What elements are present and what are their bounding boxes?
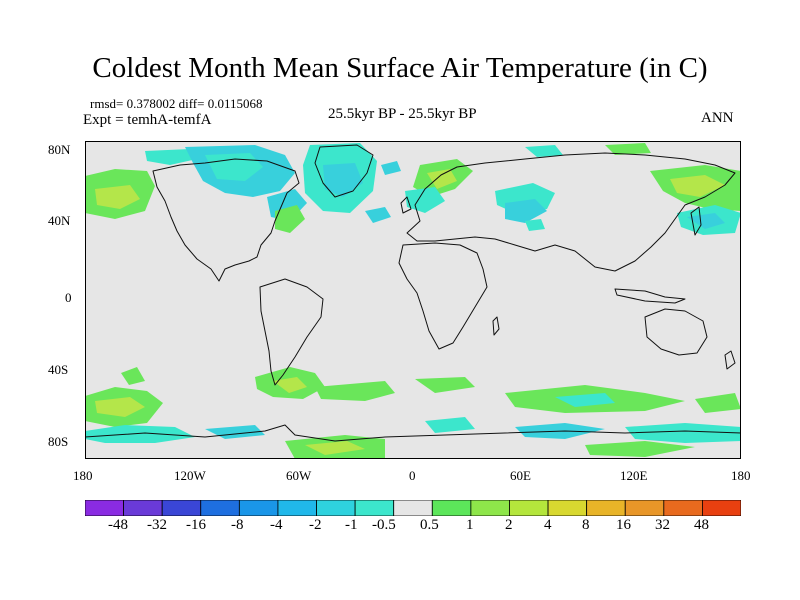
colorbar-swatch bbox=[663, 500, 703, 516]
patch-tasman bbox=[695, 393, 741, 413]
patch-iceland bbox=[381, 161, 401, 175]
lat-label-40s: 40S bbox=[48, 362, 69, 377]
patch-w-pacific-core bbox=[687, 213, 725, 229]
patch-drake-core bbox=[273, 377, 307, 393]
colorbar-label: -32 bbox=[147, 517, 167, 533]
colorbar-label: -1 bbox=[345, 517, 358, 533]
coast-south-america bbox=[259, 278, 324, 386]
lat-label-80n: 80N bbox=[48, 142, 71, 157]
patch-scandinavia-core bbox=[427, 169, 457, 189]
stats-line: rmsd= 0.378002 diff= 0.0115068 bbox=[90, 96, 263, 111]
colorbar-swatch bbox=[393, 500, 433, 516]
colorbar-label: -0.5 bbox=[372, 517, 396, 533]
patch-central-asia bbox=[505, 199, 547, 223]
colorbar-swatch bbox=[547, 500, 588, 516]
lon-label-60e: 60E bbox=[510, 468, 531, 483]
lon-label-120e: 120E bbox=[620, 468, 648, 483]
colorbar-swatch bbox=[161, 500, 202, 516]
season-label: ANN bbox=[701, 110, 734, 126]
patch-ant-4 bbox=[425, 417, 475, 433]
lon-label-0: 0 bbox=[409, 468, 416, 483]
anomaly-patches-north bbox=[85, 143, 741, 235]
patch-s-atlantic-2 bbox=[415, 377, 475, 393]
colorbar-swatch bbox=[123, 500, 163, 516]
coast-eurasia bbox=[406, 152, 736, 272]
colorbar-swatch bbox=[85, 500, 124, 516]
colorbar-label: 4 bbox=[544, 517, 552, 533]
map-frame bbox=[85, 141, 741, 459]
patch-ant-7 bbox=[585, 441, 695, 457]
coast-japan bbox=[690, 206, 702, 236]
colorbar-label: -4 bbox=[270, 517, 283, 533]
patch-s-pacific-core bbox=[95, 397, 145, 417]
coast-uk bbox=[400, 196, 412, 214]
colorbar-swatch bbox=[586, 500, 626, 516]
lon-label-180w: 180 bbox=[73, 468, 93, 483]
lat-label-0: 0 bbox=[65, 290, 72, 305]
patch-n-pacific-core bbox=[95, 185, 140, 209]
coast-north-america bbox=[152, 158, 300, 282]
coastlines bbox=[85, 144, 741, 442]
coast-antarctica bbox=[85, 424, 741, 442]
anomaly-patches-south bbox=[85, 367, 741, 459]
coast-africa bbox=[398, 242, 488, 350]
lat-label-40n: 40N bbox=[48, 213, 71, 228]
patch-siberia-n bbox=[525, 145, 563, 157]
patch-ant-3-core bbox=[305, 441, 365, 455]
patch-n-atlantic bbox=[365, 207, 391, 223]
patch-asia-small bbox=[525, 219, 545, 231]
lon-label-60w: 60W bbox=[286, 468, 312, 483]
coast-new-zealand bbox=[724, 350, 736, 370]
colorbar-swatch bbox=[509, 500, 549, 516]
lat-label-80s: 80S bbox=[48, 434, 69, 449]
colorbar-label: -8 bbox=[231, 517, 244, 533]
patch-siberia-ne bbox=[605, 143, 651, 155]
period-label: 25.5kyr BP - 25.5kyr BP bbox=[328, 106, 477, 122]
patch-ant-1 bbox=[85, 425, 195, 443]
colorbar-swatch bbox=[277, 500, 317, 516]
colorbar-label: -2 bbox=[309, 517, 322, 533]
map-title: Coldest Month Mean Surface Air Temperatu… bbox=[92, 52, 708, 84]
colorbar-label: -16 bbox=[186, 517, 206, 533]
coast-australia bbox=[644, 308, 708, 356]
patch-alaska bbox=[145, 149, 197, 165]
map-plot bbox=[85, 141, 741, 459]
patch-s-pacific-2 bbox=[121, 367, 145, 385]
colorbar-label: 1 bbox=[466, 517, 474, 533]
patch-ne-asia-core bbox=[670, 175, 725, 197]
colorbar-label: 0.5 bbox=[420, 517, 439, 533]
colorbar-swatch bbox=[316, 500, 356, 516]
lon-label-120w: 120W bbox=[174, 468, 206, 483]
colorbar-label: 2 bbox=[505, 517, 513, 533]
colorbar-swatch bbox=[354, 500, 395, 516]
colorbar-swatch bbox=[702, 500, 741, 516]
patch-s-atlantic bbox=[315, 381, 395, 401]
colorbar-swatch bbox=[431, 500, 472, 516]
patch-greenland-core bbox=[323, 163, 363, 197]
colorbar bbox=[85, 500, 741, 516]
colorbar-swatch bbox=[200, 500, 240, 516]
colorbar-label: 8 bbox=[582, 517, 590, 533]
colorbar-label: 16 bbox=[616, 517, 631, 533]
coast-greenland bbox=[314, 144, 374, 198]
patch-ant-6 bbox=[625, 423, 741, 443]
colorbar-swatch bbox=[470, 500, 510, 516]
patch-ne-us bbox=[275, 205, 305, 233]
coast-indonesia bbox=[614, 288, 686, 304]
colorbar-swatch bbox=[624, 500, 665, 516]
coast-madagascar bbox=[492, 316, 500, 336]
colorbar-label: 32 bbox=[655, 517, 670, 533]
experiment-label: Expt = temhA-temfA bbox=[83, 112, 212, 128]
colorbar-swatch bbox=[238, 500, 279, 516]
colorbar-label: -48 bbox=[108, 517, 128, 533]
lon-label-180e: 180 bbox=[731, 468, 751, 483]
patch-s-indian-cyan bbox=[555, 393, 615, 407]
colorbar-label: 48 bbox=[694, 517, 709, 533]
